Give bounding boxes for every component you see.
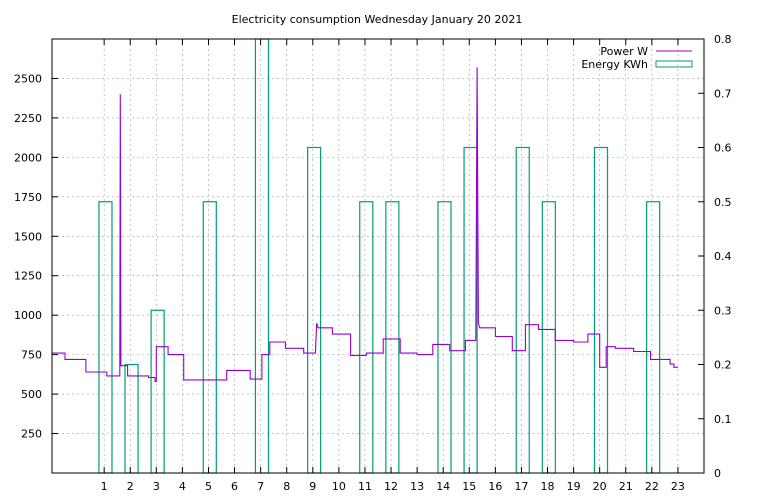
y-left-tick-label: 750 — [21, 349, 42, 362]
x-tick-label: 1 — [101, 480, 108, 493]
chart-title: Electricity consumption Wednesday Januar… — [232, 13, 523, 26]
x-tick-label: 22 — [645, 480, 659, 493]
x-tick-label: 21 — [619, 480, 633, 493]
y-right-tick-label: 0 — [714, 467, 721, 480]
x-tick-label: 12 — [384, 480, 398, 493]
grid-lines — [52, 39, 704, 473]
x-tick-label: 6 — [231, 480, 238, 493]
energy-bar — [385, 201, 400, 474]
x-tick-label: 16 — [488, 480, 502, 493]
y-right-tick-label: 0.6 — [714, 142, 732, 155]
y-left-tick-label: 1000 — [14, 309, 42, 322]
x-tick-label: 4 — [179, 480, 186, 493]
energy-bars — [98, 38, 661, 474]
x-tick-label: 19 — [567, 480, 581, 493]
power-series — [52, 67, 678, 383]
energy-bar — [254, 38, 270, 474]
energy-bar — [98, 201, 113, 474]
x-tick-label: 13 — [410, 480, 424, 493]
y-right-tick-label: 0.3 — [714, 304, 732, 317]
x-tick-label: 18 — [541, 480, 555, 493]
y-right-tick-label: 0.1 — [714, 413, 732, 426]
energy-bar — [437, 201, 452, 474]
energy-bar — [593, 146, 609, 474]
x-tick-label: 20 — [593, 480, 607, 493]
plot-frame — [51, 38, 705, 474]
x-tick-label: 2 — [127, 480, 134, 493]
energy-bar — [646, 201, 661, 474]
power-line — [52, 67, 678, 383]
energy-bar — [359, 201, 374, 474]
y-right-tick-label: 0.2 — [714, 359, 732, 372]
legend-label-energy: Energy KWh — [581, 58, 648, 71]
x-tick-label: 15 — [462, 480, 476, 493]
x-tick-label: 9 — [309, 480, 316, 493]
energy-bar — [150, 309, 165, 474]
y-left-tick-label: 1750 — [14, 191, 42, 204]
energy-bar — [306, 146, 322, 474]
legend: Power W Energy KWh — [581, 45, 693, 71]
x-tick-label: 17 — [514, 480, 528, 493]
y-right-tick-label: 0.4 — [714, 250, 732, 263]
energy-bar — [515, 146, 530, 474]
energy-bar — [463, 146, 478, 474]
x-tick-label: 14 — [436, 480, 450, 493]
x-tick-label: 7 — [257, 480, 264, 493]
y-right-tick-label: 0.8 — [714, 33, 732, 46]
x-tick-label: 8 — [283, 480, 290, 493]
energy-bar — [124, 363, 139, 474]
y-left-tick-label: 500 — [21, 388, 42, 401]
legend-label-power: Power W — [600, 45, 648, 58]
y-left-tick-label: 2500 — [14, 72, 42, 85]
x-tick-label: 11 — [358, 480, 372, 493]
x-tick-label: 10 — [332, 480, 346, 493]
y-left-tick-label: 2000 — [14, 151, 42, 164]
x-tick-label: 23 — [671, 480, 685, 493]
axis-ticks: 1 2 3 4 5 6 7 8 9 10 11 12 13 14 15 16 17 18 19 20 21 22 23250… — [14, 33, 732, 493]
energy-bar — [202, 201, 217, 474]
y-right-tick-label: 0.5 — [714, 196, 732, 209]
y-left-tick-label: 2250 — [14, 112, 42, 125]
y-left-tick-label: 250 — [21, 428, 42, 441]
x-tick-label: 3 — [153, 480, 160, 493]
y-right-tick-label: 0.7 — [714, 87, 732, 100]
y-left-tick-label: 1250 — [14, 270, 42, 283]
energy-bar — [541, 201, 556, 474]
x-tick-label: 5 — [205, 480, 212, 493]
y-left-tick-label: 1500 — [14, 230, 42, 243]
legend-swatch-energy — [655, 60, 693, 68]
